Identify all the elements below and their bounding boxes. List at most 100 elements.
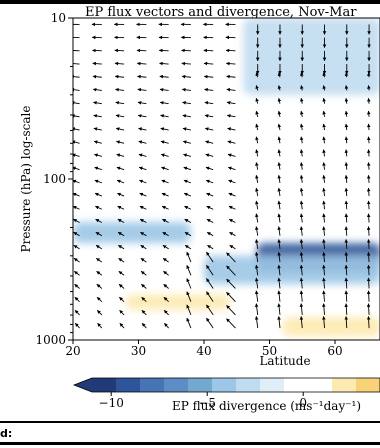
flux-vector <box>181 74 191 79</box>
flux-vector <box>254 303 259 315</box>
flux-vector <box>226 101 236 105</box>
flux-vector <box>322 110 326 117</box>
flux-vector <box>344 187 349 197</box>
colorbar-segment <box>140 378 165 392</box>
flux-vector <box>299 123 304 131</box>
flux-vector <box>366 251 371 263</box>
flux-vector <box>228 179 236 184</box>
x-axis-label: Latitude <box>259 354 310 368</box>
flux-vector <box>277 110 282 117</box>
flux-vector <box>255 162 259 170</box>
colorbar-segment <box>164 378 189 392</box>
flux-vector <box>344 251 349 263</box>
flux-vector <box>160 127 169 131</box>
x-tick-label: 20 <box>65 344 80 358</box>
flux-vector <box>182 101 191 105</box>
flux-vector <box>206 278 214 289</box>
flux-vector <box>159 101 169 105</box>
flux-vector <box>94 179 102 184</box>
flux-vector <box>74 309 80 316</box>
flux-vector <box>182 127 191 131</box>
flux-vector <box>92 61 102 66</box>
y-axis-label: Pressure (hPa) log-scale <box>19 106 33 253</box>
flux-vector <box>299 226 304 236</box>
flux-vector <box>73 244 80 250</box>
flux-vector <box>186 291 192 302</box>
flux-vector <box>255 85 259 91</box>
flux-vector <box>367 85 371 91</box>
flux-vector <box>117 192 125 197</box>
flux-vector <box>119 309 125 316</box>
flux-vector <box>118 283 125 289</box>
flux-vector <box>204 87 214 92</box>
flux-vector <box>255 187 259 197</box>
flux-vector <box>96 283 103 289</box>
flux-vector <box>116 179 125 184</box>
flux-vector <box>299 200 304 210</box>
flux-vector <box>322 303 326 315</box>
flux-vector <box>186 317 192 329</box>
flux-vector <box>322 162 326 170</box>
flux-vector <box>73 257 80 263</box>
flux-vector <box>137 101 147 105</box>
flux-vector <box>322 72 326 78</box>
flux-vector <box>95 205 103 210</box>
flux-vector <box>141 322 147 329</box>
flux-vector <box>322 290 326 302</box>
flux-vector <box>94 166 102 171</box>
flux-vector <box>300 97 304 104</box>
flux-vector <box>73 48 80 53</box>
y-axis: 10 100 1000 <box>35 11 73 347</box>
flux-vector <box>322 264 326 276</box>
flux-vector <box>206 264 214 276</box>
flux-vector <box>277 277 281 289</box>
flux-vector <box>114 74 125 79</box>
flux-vector <box>322 213 326 223</box>
flux-vector <box>344 174 349 183</box>
flux-vector <box>97 309 103 316</box>
flux-vector <box>254 226 259 236</box>
flux-vector <box>204 127 214 131</box>
flux-vector <box>344 239 349 249</box>
divergence-region <box>125 294 231 310</box>
flux-vector <box>118 270 125 276</box>
flux-vector <box>344 162 349 170</box>
flux-vector <box>322 136 326 144</box>
flux-vector <box>95 244 103 250</box>
flux-vector <box>255 72 259 78</box>
flux-vector <box>344 213 349 223</box>
flux-vector <box>322 251 326 263</box>
flux-vector <box>207 244 214 250</box>
flux-vector <box>277 136 282 144</box>
flux-vector <box>344 277 349 289</box>
flux-vector <box>299 303 304 315</box>
flux-vector <box>161 166 169 171</box>
flux-vector <box>366 277 371 289</box>
flux-vector <box>97 322 103 329</box>
flux-vector <box>95 231 103 237</box>
flux-vector <box>277 264 281 276</box>
flux-vector <box>206 317 214 329</box>
x-tick-label: 40 <box>196 344 211 358</box>
flux-vector <box>255 97 259 104</box>
flux-vector <box>299 277 304 289</box>
flux-vector <box>93 140 102 144</box>
flux-vector <box>118 244 125 250</box>
flux-vector <box>139 192 147 197</box>
y-tick-label: 100 <box>43 172 66 186</box>
flux-vector <box>73 87 80 92</box>
flux-vector <box>277 72 282 78</box>
divergence-fill <box>73 18 380 337</box>
flux-vector <box>161 179 169 184</box>
ep-flux-vectors <box>73 22 371 329</box>
flux-vector <box>299 264 304 276</box>
colorbar-segment <box>260 378 285 392</box>
top-border <box>0 0 380 4</box>
flux-vector <box>162 231 169 237</box>
flux-vector <box>117 205 125 210</box>
flux-vector <box>300 72 304 78</box>
flux-vector <box>116 140 125 144</box>
flux-vector <box>117 231 125 237</box>
flux-vector <box>139 218 147 223</box>
